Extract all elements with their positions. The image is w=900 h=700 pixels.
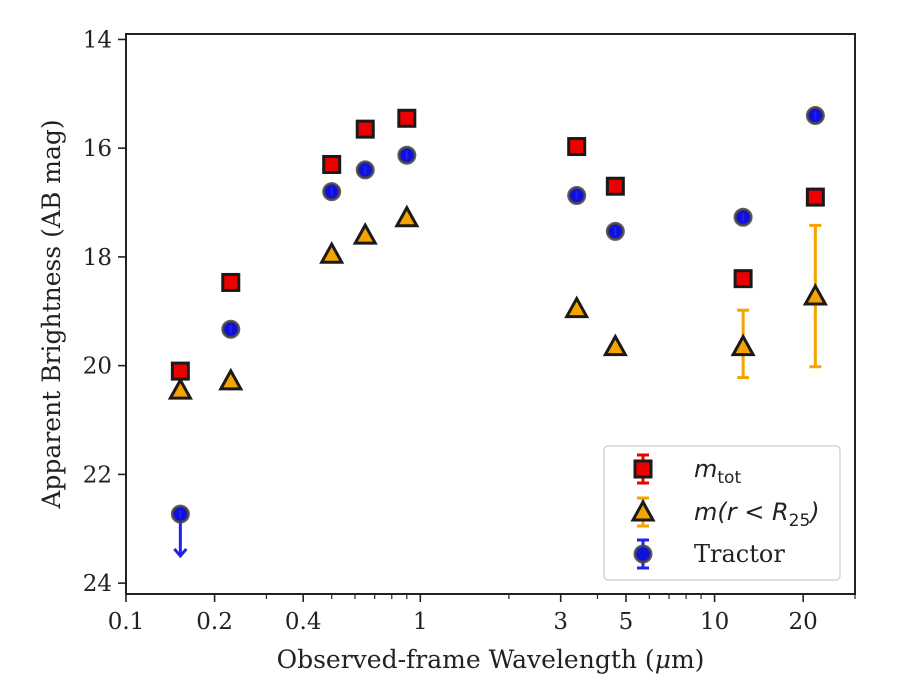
x-axis-label-end: m) — [671, 645, 704, 674]
y-tick-label: 24 — [83, 571, 112, 597]
x-tick-label: 20 — [789, 609, 818, 635]
series-tractor — [170, 106, 825, 559]
plot-frame — [125, 33, 856, 595]
legend-marker-mr25 — [630, 498, 656, 522]
axis-ticks: 0.1 0.2 0.4 1 3 5 10 20 14 16 18 20 22 24 — [83, 27, 856, 635]
series-mr25 — [167, 204, 828, 400]
x-axis-label: Observed-frame Wavelength (μm) — [277, 645, 705, 674]
series-mtot — [170, 108, 825, 381]
data-markers — [167, 106, 828, 559]
legend-label-mr25: m(r < R25) — [694, 498, 820, 531]
x-tick-label: 0.2 — [196, 609, 233, 635]
legend-marker-tractor — [633, 544, 653, 564]
x-tick-label: 0.1 — [108, 609, 145, 635]
x-tick-label: 1 — [413, 609, 428, 635]
x-axis-label-main: Observed-frame Wavelength ( — [277, 645, 655, 674]
legend-mtot-sub: tot — [717, 468, 741, 488]
y-tick-label: 16 — [83, 136, 112, 162]
legend-mr25-main: m(r < R — [694, 498, 789, 526]
upper-limit-arrow — [173, 547, 188, 559]
y-tick-label: 18 — [83, 245, 112, 271]
legend-box — [603, 445, 841, 581]
legend-label-mtot: mtot — [694, 455, 741, 488]
legend-mr25-end: ) — [808, 498, 819, 526]
x-tick-label: 0.4 — [285, 609, 322, 635]
x-tick-label: 3 — [553, 609, 568, 635]
x-tick-label: 10 — [700, 609, 729, 635]
legend-symbol-mr25 — [630, 496, 656, 528]
y-tick-label: 14 — [83, 27, 112, 53]
x-axis-label-mu: μ — [655, 645, 671, 674]
legend-symbol-mtot — [633, 453, 653, 485]
y-axis-label: Apparent Brightness (AB mag) — [37, 119, 66, 509]
legend: mtot m(r < R25) Tractor — [603, 445, 841, 581]
legend-symbol-tractor — [633, 538, 653, 570]
x-tick-label: 5 — [619, 609, 634, 635]
legend-mr25-sub: 25 — [789, 511, 811, 531]
y-tick-label: 22 — [83, 462, 112, 488]
y-tick-label: 20 — [83, 354, 112, 380]
legend-marker-mtot — [633, 459, 653, 479]
legend-symbols — [630, 453, 656, 570]
legend-mtot-main: m — [694, 455, 717, 483]
legend-label-tractor: Tractor — [694, 540, 785, 568]
